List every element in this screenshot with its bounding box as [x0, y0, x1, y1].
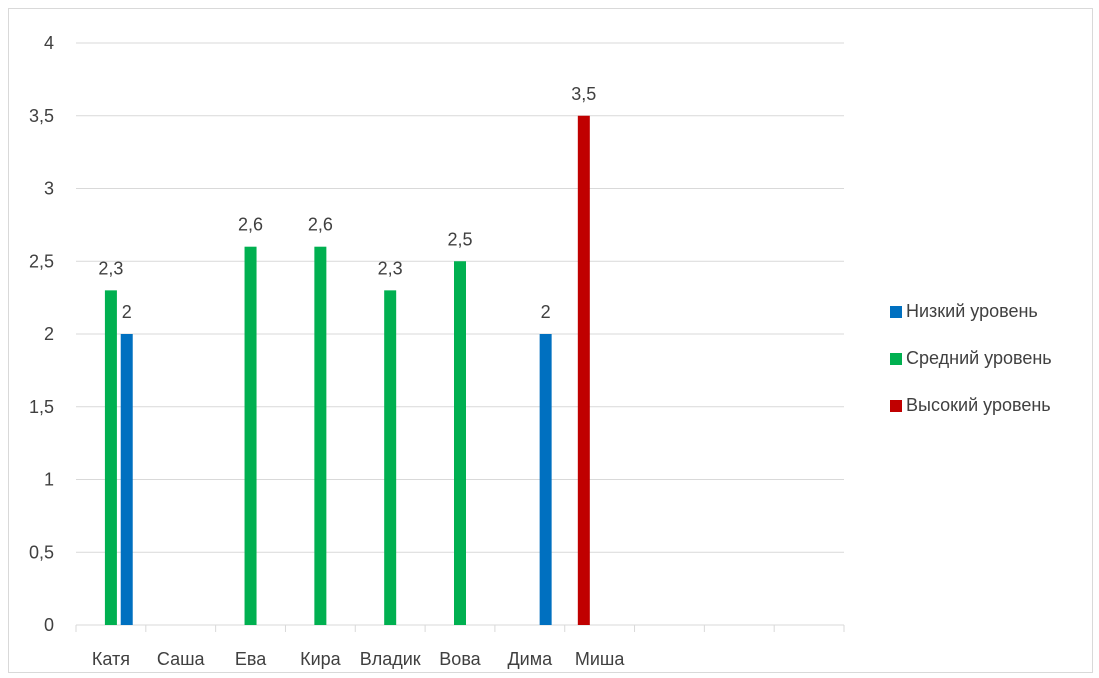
- x-tick-label: Катя: [92, 649, 130, 669]
- y-tick-label: 1,5: [29, 397, 54, 417]
- bar: [244, 246, 257, 625]
- data-label: 2: [541, 302, 551, 322]
- legend-swatch: [890, 352, 902, 365]
- x-axis-tick-labels: Катя Саша Ева Кира Владик Вова Дима Миша: [92, 649, 626, 669]
- x-tick-label: Миша: [575, 649, 625, 669]
- data-label: 2,5: [447, 229, 472, 249]
- x-tick-label: Дима: [507, 649, 553, 669]
- data-label: 2,3: [98, 258, 123, 278]
- y-tick-label: 2,5: [29, 251, 54, 271]
- legend-label: Средний уровень: [906, 348, 1052, 368]
- bar: [104, 290, 117, 625]
- data-label: 2,6: [238, 215, 263, 235]
- data-labels: 2,3 2 2,6 2,6 2,3 2,5 3,5 2: [98, 84, 596, 322]
- bars: [104, 115, 590, 625]
- y-tick-label: 0,5: [29, 542, 54, 562]
- legend-label: Высокий уровень: [906, 395, 1051, 415]
- bar: [454, 261, 466, 625]
- y-tick-label: 3: [44, 179, 54, 199]
- legend-item: Средний уровень: [890, 335, 1052, 382]
- data-label: 2,6: [308, 215, 333, 235]
- x-tick-label: Вова: [439, 649, 481, 669]
- y-tick-label: 2: [44, 324, 54, 344]
- data-label: 2: [122, 302, 132, 322]
- bar: [539, 334, 552, 625]
- data-label: 2,3: [378, 258, 403, 278]
- y-tick-label: 3,5: [29, 106, 54, 126]
- bar: [384, 290, 397, 625]
- legend-item: Низкий уровень: [890, 288, 1052, 335]
- y-tick-label: 1: [44, 470, 54, 490]
- bar: [120, 334, 133, 625]
- legend-swatch: [890, 399, 902, 412]
- legend: Низкий уровень Средний уровень Высокий уро…: [890, 288, 1052, 429]
- legend-item: Высокий уровень: [890, 382, 1052, 429]
- legend-swatch: [890, 305, 902, 318]
- x-tick-label: Ева: [235, 649, 267, 669]
- bar: [314, 246, 327, 625]
- data-label: 3,5: [571, 84, 596, 104]
- y-axis-tick-labels: 0 0,5 1 1,5 2 2,5 3 3,5 4: [29, 33, 54, 635]
- y-tick-label: 0: [44, 615, 54, 635]
- y-tick-label: 4: [44, 33, 54, 53]
- x-tick-label: Кира: [300, 649, 342, 669]
- x-tick-label: Владик: [360, 649, 421, 669]
- x-tick-label: Саша: [157, 649, 206, 669]
- bar: [577, 115, 590, 625]
- legend-label: Низкий уровень: [906, 301, 1038, 321]
- x-axis: [75, 624, 845, 632]
